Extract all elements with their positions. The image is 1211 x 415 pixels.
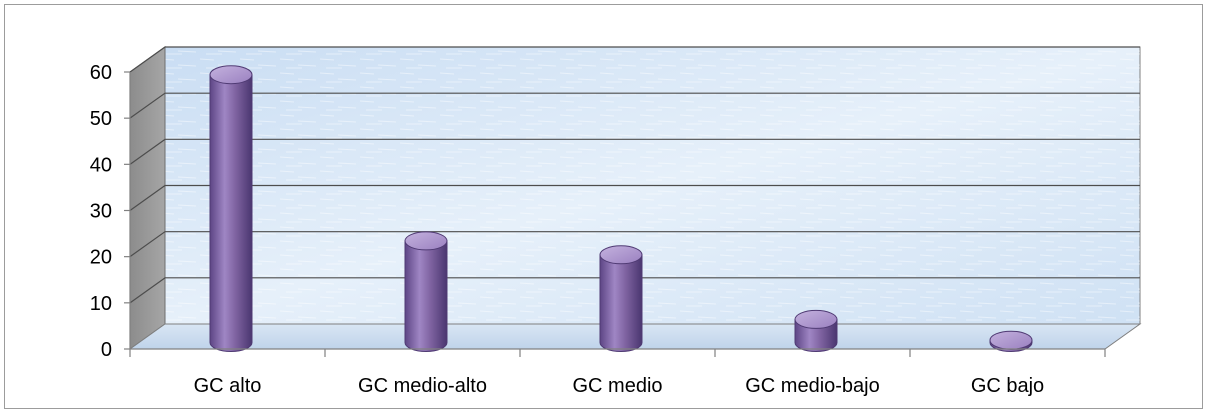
gridlines bbox=[129, 46, 1140, 304]
y-tick-label: 10 bbox=[90, 293, 112, 315]
y-tick-label: 20 bbox=[90, 247, 112, 269]
y-tick-label: 0 bbox=[101, 339, 112, 361]
x-tick-label: GC alto bbox=[194, 375, 262, 397]
y-tick-label: 60 bbox=[90, 62, 112, 84]
y-axis: 0 10 20 30 40 50 60 bbox=[90, 62, 131, 361]
bar-gc-medio-bajo bbox=[794, 309, 838, 352]
x-tick-label: GC medio bbox=[572, 375, 662, 397]
y-tick-label: 30 bbox=[90, 201, 112, 223]
gridline bbox=[129, 46, 1140, 73]
bar-body bbox=[404, 240, 448, 352]
bar-gc-bajo bbox=[989, 330, 1033, 352]
bar-top bbox=[209, 65, 253, 85]
bar-top bbox=[794, 309, 838, 329]
gridline bbox=[129, 184, 1140, 211]
bar-top bbox=[404, 231, 448, 251]
bar-gc-medio bbox=[599, 245, 643, 352]
gridline bbox=[129, 92, 1140, 119]
bar-top bbox=[599, 245, 643, 265]
bar-body bbox=[209, 74, 253, 352]
y-tick-label: 40 bbox=[90, 154, 112, 176]
y-tick-label: 50 bbox=[90, 108, 112, 130]
x-axis: GC alto GC medio-alto GC medio GC medio-baj… bbox=[129, 348, 1106, 397]
bar-top bbox=[989, 330, 1033, 350]
gridline bbox=[129, 231, 1140, 258]
bars bbox=[209, 65, 1033, 352]
gridline bbox=[129, 277, 1140, 304]
bar-gc-alto bbox=[209, 65, 253, 352]
bar-gc-medio-alto bbox=[404, 231, 448, 352]
gridline bbox=[129, 138, 1140, 165]
bar-body bbox=[599, 254, 643, 352]
x-tick-label: GC bajo bbox=[971, 375, 1044, 397]
x-tick-label: GC medio-bajo bbox=[745, 375, 880, 397]
x-tick-label: GC medio-alto bbox=[358, 375, 487, 397]
